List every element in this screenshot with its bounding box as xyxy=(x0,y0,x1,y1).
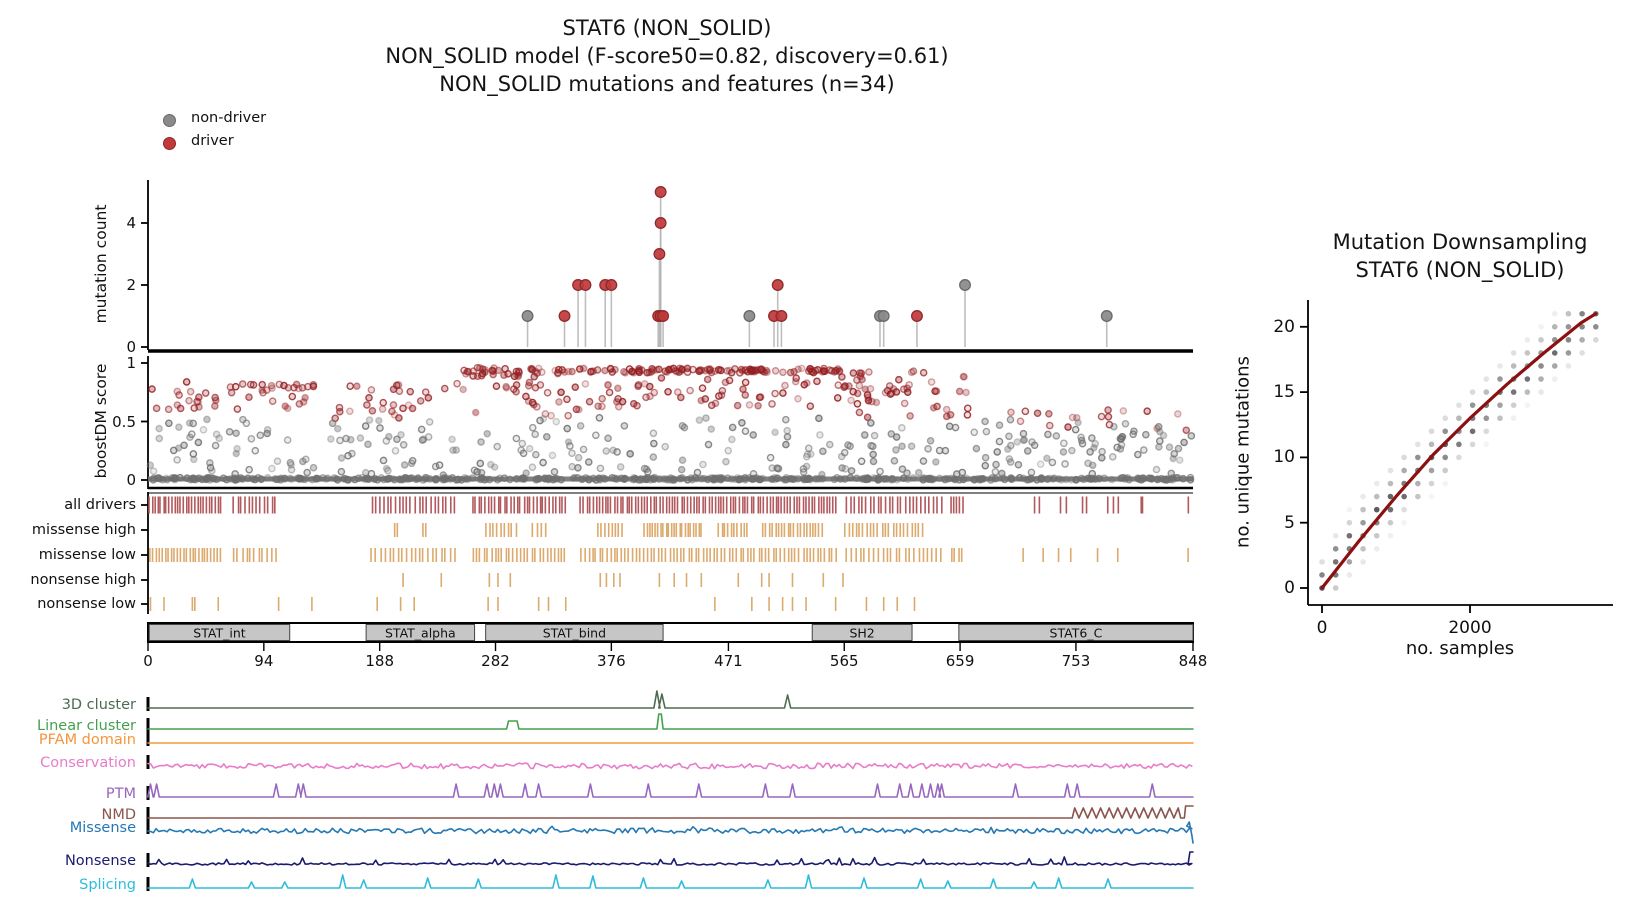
aa-axis-tick-label: 282 xyxy=(481,652,510,670)
aa-axis-tick-label: 376 xyxy=(597,652,626,670)
feature-tracks xyxy=(146,690,1194,891)
feature-label-pfam-domain: PFAM domain xyxy=(38,732,136,748)
domain-label: STAT_bind xyxy=(542,625,607,641)
downsampling-title-line1: Mutation Downsampling xyxy=(1332,230,1588,254)
domain-bar xyxy=(147,622,1194,651)
feature-label-linear-cluster: Linear cluster xyxy=(37,718,136,734)
aa-axis-tick-label: 565 xyxy=(829,652,859,670)
legend-driver-dot xyxy=(163,137,176,150)
aa-axis-tick-label: 659 xyxy=(945,652,975,670)
aa-axis-tick-label: 94 xyxy=(254,652,274,670)
downsampling-plot xyxy=(1300,300,1613,613)
downsampling-ytick-label: 0 xyxy=(1284,578,1295,598)
legend-nondriver-dot xyxy=(163,114,176,127)
downsampling-title-line2: STAT6 (NON_SOLID) xyxy=(1355,258,1565,282)
aa-axis-tick-label: 471 xyxy=(714,652,743,670)
feature-label-nmd: NMD xyxy=(101,807,136,823)
feature-label-nonsense: Nonsense xyxy=(64,853,136,869)
downsampling-xtick-label: 2000 xyxy=(1448,618,1492,638)
domain-label: STAT_int xyxy=(193,625,246,641)
aa-axis-tick-label: 848 xyxy=(1178,652,1208,670)
figure-title-line3: NON_SOLID mutations and features (n=34) xyxy=(439,72,895,96)
downsampling-xlabel: no. samples xyxy=(1405,638,1515,659)
domain-label: STAT_alpha xyxy=(384,625,456,641)
downsampling-ytick-label: 15 xyxy=(1273,382,1295,403)
needle-plot xyxy=(141,180,1193,353)
domain-label: STAT6_C xyxy=(1049,625,1103,641)
needle-ytick-label: 2 xyxy=(126,276,136,294)
downsampling-ytick-label: 5 xyxy=(1284,512,1295,533)
aa-axis-tick-label: 188 xyxy=(365,652,394,670)
consequence-tracks xyxy=(141,492,1190,614)
aa-axis-tick-label: 0 xyxy=(143,652,153,670)
downsampling-ytick-label: 10 xyxy=(1273,447,1295,468)
feature-label-3d-cluster: 3D cluster xyxy=(61,697,136,713)
track-row-label: missense high xyxy=(31,522,136,538)
figure-title-line2: NON_SOLID model (F-score50=0.82, discove… xyxy=(385,44,949,68)
downsampling-ytick-label: 20 xyxy=(1273,316,1295,337)
feature-label-splicing: Splicing xyxy=(79,877,136,893)
domain-label: SH2 xyxy=(849,625,875,641)
track-row-label: nonsense low xyxy=(37,596,136,612)
track-row-label: missense low xyxy=(38,547,136,563)
boostdm-ytick-label: 1 xyxy=(126,354,136,372)
needle-ytick-label: 4 xyxy=(126,214,136,232)
downsampling-xtick-label: 0 xyxy=(1316,618,1328,638)
needle-ytick-label: 0 xyxy=(126,338,136,356)
legend-driver-label: driver xyxy=(191,133,234,149)
track-row-label: nonsense high xyxy=(30,572,136,588)
boostdm-ytick-label: 0 xyxy=(126,471,136,489)
feature-label-ptm: PTM xyxy=(105,786,136,802)
aa-axis-tick-label: 753 xyxy=(1061,652,1091,670)
figure-title-line1: STAT6 (NON_SOLID) xyxy=(562,16,772,40)
feature-label-conservation: Conservation xyxy=(40,755,136,771)
legend-nondriver-label: non-driver xyxy=(191,110,267,126)
track-row-label: all drivers xyxy=(64,497,136,513)
feature-label-missense: Missense xyxy=(69,820,136,836)
boostdm-scatter xyxy=(141,356,1196,494)
boostdm-ytick-label: 0.5 xyxy=(112,412,136,431)
